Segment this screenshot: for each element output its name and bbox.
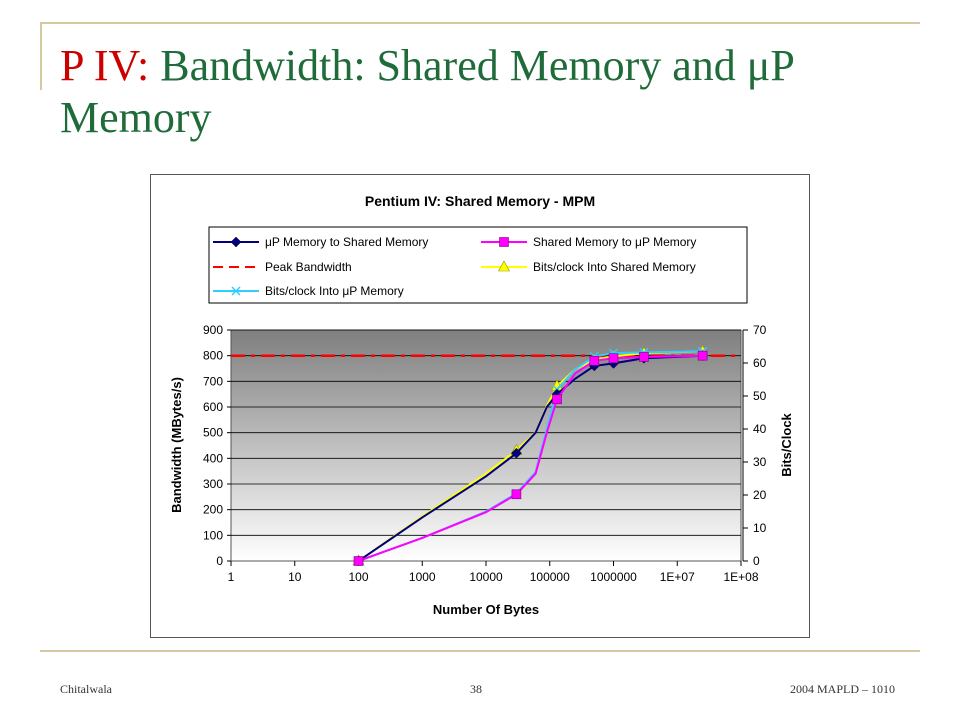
gridlines xyxy=(231,329,741,536)
x-axis-label: Number Of Bytes xyxy=(433,602,539,617)
legend-entry: Shared Memory to μP Memory xyxy=(533,235,696,249)
bottom-rule xyxy=(40,650,920,652)
bandwidth-chart: Pentium IV: Shared Memory - MPM μP Memor… xyxy=(169,193,794,617)
y-tick-label: 500 xyxy=(203,426,223,440)
x-tick-label: 1000000 xyxy=(590,570,637,584)
data-point xyxy=(697,350,708,361)
y2-tick-label: 10 xyxy=(753,521,767,535)
y-tick-label: 800 xyxy=(203,349,223,363)
series-line xyxy=(357,354,703,562)
chart-legend: μP Memory to Shared Memory Shared Memory … xyxy=(208,226,748,304)
data-point xyxy=(639,352,649,362)
y2-tick-label: 0 xyxy=(753,554,760,568)
y-tick-label: 100 xyxy=(203,528,223,542)
x-tick-label: 100000 xyxy=(530,570,570,584)
y-tick-label: 900 xyxy=(203,323,223,337)
x-tick-label: 1000 xyxy=(409,570,436,584)
x-tick-label: 1 xyxy=(228,570,235,584)
y-tick-label: 300 xyxy=(203,477,223,491)
legend-entry: Peak Bandwidth xyxy=(265,260,352,274)
footer-author: Chitalwala xyxy=(60,682,112,696)
page-title: P IV: Bandwidth: Shared Memory and μP Me… xyxy=(60,40,920,144)
chart-title: Pentium IV: Shared Memory - MPM xyxy=(365,193,595,209)
legend-marker xyxy=(499,237,509,247)
legend-marker xyxy=(231,286,241,296)
series-line xyxy=(357,350,703,562)
page-title-accent: P IV: xyxy=(60,41,150,90)
y-axis-right: 0 10 20 30 40 50 60 70 xyxy=(742,323,767,568)
x-tick-label: 1E+08 xyxy=(723,570,758,584)
left-rule xyxy=(40,22,42,90)
data-point xyxy=(589,356,600,366)
data-point xyxy=(353,556,364,566)
y2-tick-label: 40 xyxy=(753,422,767,436)
legend-marker xyxy=(497,260,511,272)
y-tick-label: 600 xyxy=(203,400,223,414)
chart-container: Pentium IV: Shared Memory - MPM μP Memor… xyxy=(150,174,810,638)
x-tick-label: 10 xyxy=(288,570,302,584)
y-axis-left: 0 100 200 300 400 500 600 700 800 900 xyxy=(203,323,231,568)
y-axis-label: Bandwidth (MBytes/s) xyxy=(169,377,184,513)
plot-area xyxy=(230,329,742,562)
series-lines xyxy=(231,344,741,567)
y2-tick-label: 30 xyxy=(753,455,767,469)
data-point xyxy=(511,489,522,500)
legend-frame xyxy=(208,226,748,304)
y-tick-label: 200 xyxy=(203,503,223,517)
data-point xyxy=(608,353,619,364)
x-axis: 1 10 100 1000 10000 100000 1000000 1E+07 1E+08 xyxy=(228,561,759,584)
x-tick-label: 1E+07 xyxy=(660,570,695,584)
data-point xyxy=(511,447,522,459)
y-tick-label: 700 xyxy=(203,374,223,388)
y-tick-label: 0 xyxy=(216,554,223,568)
legend-marker xyxy=(230,236,242,248)
footer-conference: 2004 MAPLD – 1010 xyxy=(790,682,896,696)
top-rule xyxy=(40,22,920,24)
y2-tick-label: 20 xyxy=(753,488,767,502)
footer-page-number: 38 xyxy=(470,682,482,696)
page-title-text: Bandwidth: Shared Memory and μP Memory xyxy=(60,41,794,142)
y2-tick-label: 50 xyxy=(753,389,767,403)
legend-entry: Bits/clock Into μP Memory xyxy=(265,284,404,298)
x-tick-label: 10000 xyxy=(469,570,503,584)
data-point xyxy=(552,394,562,405)
y2-tick-label: 60 xyxy=(753,356,767,370)
y2-axis-label: Bits/Clock xyxy=(779,412,794,476)
y-tick-label: 400 xyxy=(203,451,223,465)
series-line xyxy=(358,354,703,562)
legend-entry: Bits/clock Into Shared Memory xyxy=(533,260,696,274)
x-tick-label: 100 xyxy=(348,570,368,584)
legend-entry: μP Memory to Shared Memory xyxy=(265,235,428,249)
y2-tick-label: 70 xyxy=(753,323,767,337)
